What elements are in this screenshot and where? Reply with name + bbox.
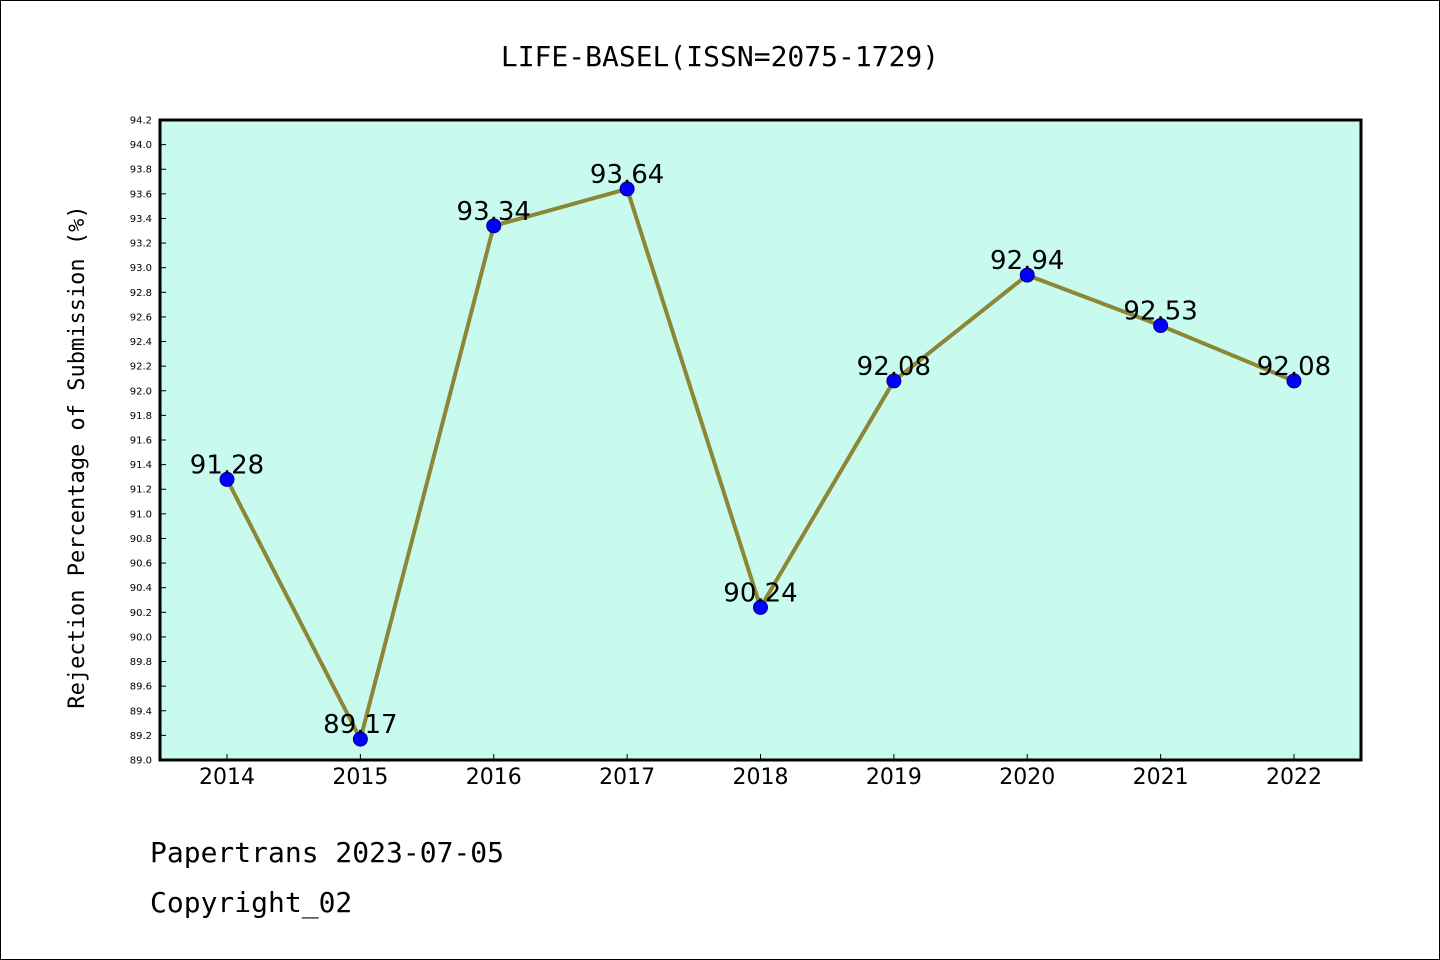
y-tick-label: 91.2	[130, 485, 152, 496]
data-point	[1153, 318, 1169, 334]
y-tick-label: 89.8	[130, 657, 152, 668]
data-point	[886, 373, 902, 389]
data-point	[486, 218, 502, 234]
y-tick-label: 91.8	[130, 411, 152, 422]
x-tick-label: 2019	[866, 765, 922, 790]
x-tick-label: 2015	[332, 765, 388, 790]
y-tick-label: 90.0	[130, 632, 152, 643]
y-tick-label: 94.0	[130, 140, 152, 151]
x-tick-label: 2018	[733, 765, 789, 790]
data-label: 92.94	[990, 246, 1064, 276]
data-label: 93.34	[457, 197, 531, 227]
y-tick-label: 90.4	[130, 583, 152, 594]
y-axis: 89.0 89.2 89.4 89.6 89.8 90.0 90.2 90.4 90.6 90.8…	[130, 116, 166, 767]
y-tick-label: 93.4	[130, 214, 152, 225]
y-tick-label: 92.6	[130, 312, 152, 323]
footer-credit: Papertrans 2023-07-05	[150, 836, 505, 869]
chart-title: LIFE-BASEL(ISSN=2075-1729)	[501, 40, 939, 73]
x-tick-label: 2016	[466, 765, 522, 790]
y-tick-label: 89.2	[130, 731, 152, 742]
y-tick-label: 90.6	[130, 559, 152, 570]
data-label: 89.17	[323, 710, 397, 740]
y-tick-label: 93.2	[130, 239, 152, 250]
y-tick-label: 89.6	[130, 682, 152, 693]
y-tick-label: 93.8	[130, 165, 152, 176]
x-tick-label: 2022	[1266, 765, 1322, 790]
data-label: 92.08	[857, 352, 931, 382]
data-label: 92.08	[1257, 352, 1331, 382]
y-tick-label: 93.6	[130, 189, 152, 200]
x-tick-label: 2014	[199, 765, 255, 790]
data-label: 91.28	[190, 450, 264, 480]
y-tick-label: 91.0	[130, 509, 152, 520]
data-point	[1286, 373, 1302, 389]
y-axis-label: Rejection Percentage of Submission (%)	[65, 205, 90, 708]
data-label: 90.24	[723, 578, 797, 608]
x-axis: 2014 2015 2016 2017 2018 2019 2020 2021 2022	[199, 754, 1322, 790]
series: 91.28 89.17 93.34 93.64 90.24 92.08 92.94 92.53…	[190, 160, 1331, 747]
x-tick-label: 2021	[1133, 765, 1189, 790]
y-tick-label: 93.0	[130, 263, 152, 274]
y-tick-label: 90.8	[130, 534, 152, 545]
x-tick-label: 2017	[599, 765, 655, 790]
data-point	[219, 471, 235, 487]
y-tick-label: 89.0	[130, 756, 152, 767]
y-tick-label: 89.4	[130, 706, 152, 717]
y-tick-label: 92.2	[130, 362, 152, 373]
y-tick-label: 92.0	[130, 386, 152, 397]
y-tick-label: 92.8	[130, 288, 152, 299]
footer-copyright: Copyright_02	[150, 886, 353, 919]
data-point	[619, 181, 635, 197]
y-tick-label: 91.4	[130, 460, 152, 471]
y-tick-label: 91.6	[130, 436, 152, 447]
plot-area	[158, 118, 1363, 762]
data-label: 92.53	[1123, 297, 1197, 327]
y-tick-label: 92.4	[130, 337, 152, 348]
data-point	[352, 731, 368, 747]
data-point	[1019, 267, 1035, 283]
y-tick-label: 90.2	[130, 608, 152, 619]
y-tick-label: 94.2	[130, 116, 152, 127]
x-tick-label: 2020	[999, 765, 1055, 790]
data-point	[753, 599, 768, 615]
data-label: 93.64	[590, 160, 664, 190]
